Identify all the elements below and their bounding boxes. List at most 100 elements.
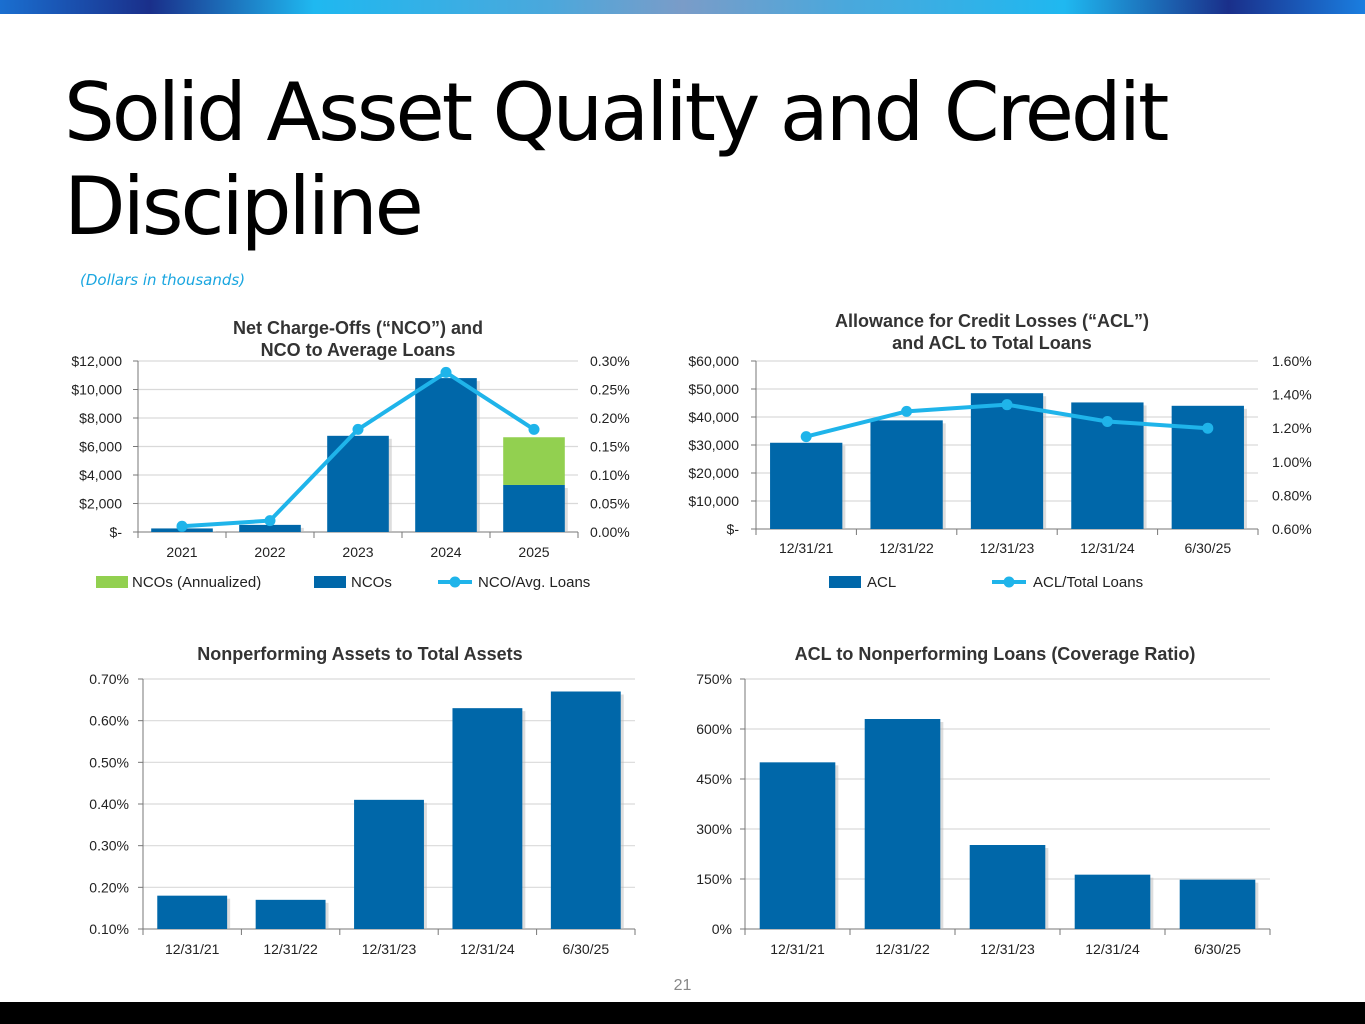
y-tick-label: 0.20%	[89, 879, 129, 895]
chart-title: NCO to Average Loans	[261, 340, 456, 360]
y-tick-label: $30,000	[688, 437, 739, 453]
line-point	[901, 405, 913, 417]
y-tick-label: 0.10%	[89, 921, 129, 937]
bar	[503, 484, 565, 532]
bar	[970, 393, 1044, 529]
x-tick-label: 12/31/21	[779, 540, 834, 556]
x-tick-label: 6/30/25	[1184, 540, 1231, 556]
y-tick-label: 0.50%	[89, 754, 129, 770]
legend-label: ACL	[867, 574, 896, 591]
legend-marker-icon	[1003, 576, 1015, 588]
bar	[864, 719, 941, 929]
legend-label: NCOs	[351, 574, 392, 591]
y-tick-label: $-	[110, 524, 123, 540]
slide-subtitle: (Dollars in thousands)	[80, 271, 246, 289]
x-tick-label: 2023	[342, 544, 373, 560]
y-tick-label: $6,000	[79, 439, 122, 455]
y2-tick-label: 0.05%	[590, 496, 630, 512]
y-tick-label: 600%	[696, 721, 732, 737]
line-point	[1202, 422, 1214, 434]
x-tick-label: 12/31/23	[980, 540, 1035, 556]
y-tick-label: 150%	[696, 871, 732, 887]
y2-tick-label: 0.20%	[590, 410, 630, 426]
bar	[354, 799, 424, 929]
line-point	[1001, 399, 1013, 411]
x-tick-label: 12/31/23	[980, 941, 1035, 957]
x-tick-label: 12/31/21	[770, 941, 825, 957]
legend-swatch-icon	[829, 576, 861, 588]
x-tick-label: 12/31/21	[165, 941, 220, 957]
bar	[452, 708, 523, 929]
y-tick-label: $20,000	[688, 465, 739, 481]
y-tick-label: $40,000	[688, 409, 739, 425]
legend-label: ACL/Total Loans	[1033, 574, 1143, 591]
legend-label: NCO/Avg. Loans	[478, 574, 590, 591]
y2-tick-label: 0.15%	[590, 439, 630, 455]
x-tick-label: 6/30/25	[562, 941, 609, 957]
y-tick-label: $12,000	[71, 353, 122, 369]
y2-tick-label: 0.80%	[1272, 487, 1312, 503]
y2-tick-label: 0.25%	[590, 382, 630, 398]
y-tick-label: 750%	[696, 671, 732, 687]
line-point	[1101, 415, 1113, 427]
y2-tick-label: 0.30%	[590, 353, 630, 369]
y-tick-label: 450%	[696, 771, 732, 787]
bar	[1179, 879, 1256, 929]
y-tick-label: 0.30%	[89, 838, 129, 854]
legend-swatch-icon	[96, 576, 128, 588]
y-tick-label: $8,000	[79, 410, 122, 426]
slide-title: Solid Asset Quality and Credit Disciplin…	[64, 66, 1169, 253]
x-tick-label: 2022	[254, 544, 285, 560]
y-tick-label: $50,000	[688, 381, 739, 397]
x-tick-label: 12/31/22	[879, 540, 934, 556]
y-tick-label: 0%	[712, 921, 732, 937]
page-number: 21	[673, 977, 692, 994]
y-tick-label: $10,000	[688, 493, 739, 509]
y2-tick-label: 1.00%	[1272, 454, 1312, 470]
y-tick-label: $10,000	[71, 382, 122, 398]
line-point	[440, 366, 452, 378]
y-tick-label: $-	[727, 521, 740, 537]
chart-title: Net Charge-Offs (“NCO”) and	[233, 318, 483, 338]
line-point	[352, 423, 364, 435]
line-point	[176, 520, 188, 532]
line-point	[800, 431, 812, 443]
bottom-bar	[0, 1002, 1365, 1024]
y-tick-label: 0.70%	[89, 671, 129, 687]
top-gradient-bar	[0, 0, 1365, 14]
x-tick-label: 2024	[430, 544, 461, 560]
y-tick-label: 0.60%	[89, 713, 129, 729]
chart-title: Allowance for Credit Losses (“ACL”)	[835, 311, 1149, 331]
bar	[255, 899, 326, 929]
y-tick-label: 0.40%	[89, 796, 129, 812]
bar	[550, 691, 621, 929]
y-tick-label: $60,000	[688, 353, 739, 369]
bar	[870, 420, 943, 529]
y-tick-label: 300%	[696, 821, 732, 837]
bar	[239, 524, 301, 532]
y-tick-label: $4,000	[79, 467, 122, 483]
y2-tick-label: 0.10%	[590, 467, 630, 483]
y2-tick-label: 1.40%	[1272, 387, 1312, 403]
legend-marker-icon	[449, 576, 461, 588]
x-tick-label: 12/31/24	[1080, 540, 1135, 556]
x-tick-label: 12/31/22	[263, 941, 318, 957]
chart-title: ACL to Nonperforming Loans (Coverage Rat…	[795, 644, 1196, 664]
bar	[770, 442, 843, 529]
bar	[415, 378, 477, 532]
bar	[1074, 874, 1151, 929]
x-tick-label: 6/30/25	[1194, 941, 1241, 957]
x-tick-label: 2021	[166, 544, 197, 560]
y-tick-label: $2,000	[79, 496, 122, 512]
x-tick-label: 12/31/24	[460, 941, 515, 957]
legend-swatch-icon	[314, 576, 346, 588]
line-point	[264, 515, 276, 527]
bar	[759, 762, 836, 929]
bar	[969, 845, 1046, 929]
x-tick-label: 12/31/24	[1085, 941, 1140, 957]
x-tick-label: 12/31/22	[875, 941, 930, 957]
x-tick-label: 12/31/23	[362, 941, 417, 957]
chart-title: and ACL to Total Loans	[892, 333, 1092, 353]
y2-tick-label: 1.60%	[1272, 353, 1312, 369]
